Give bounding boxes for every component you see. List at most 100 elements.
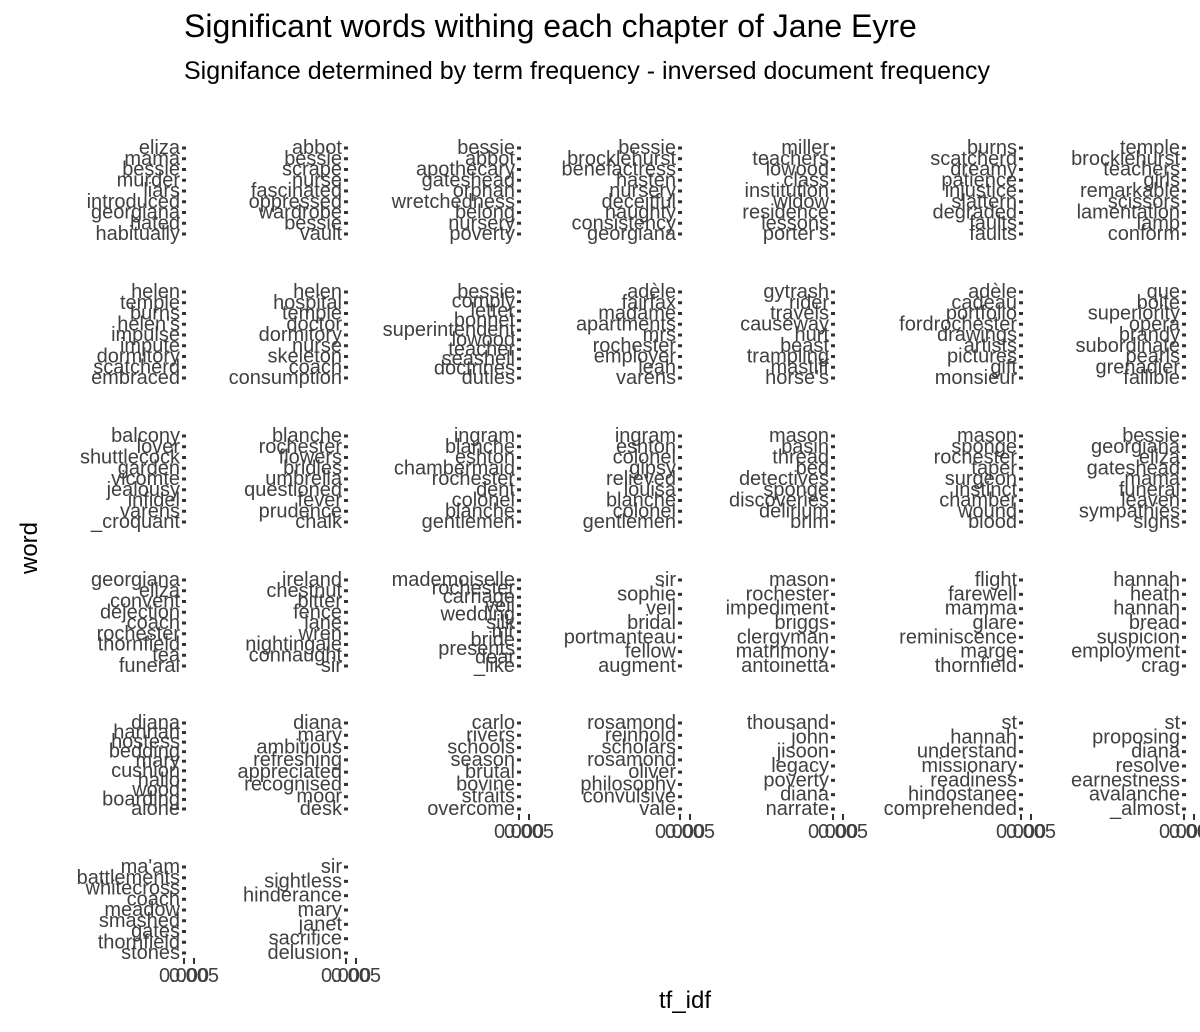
y-tick-label: tea: [152, 644, 181, 666]
y-tick-label: impediment: [726, 598, 830, 620]
y-tick-label: surgeon: [945, 468, 1017, 490]
y-tick-label: _like: [473, 655, 515, 677]
y-tick-label: taper: [971, 457, 1017, 479]
y-tick-label: temple: [120, 292, 180, 314]
y-tick-label: hannah: [1113, 569, 1180, 591]
x-tick-label: 0.005: [169, 965, 219, 987]
y-tick-label: basin: [781, 436, 829, 458]
x-tick-label: 0.005: [331, 965, 381, 987]
y-tick-label: questioned: [244, 479, 342, 501]
y-tick-label: pearls: [1126, 346, 1180, 368]
y-tick-label: carlo: [472, 712, 515, 734]
y-tick-label: hospital: [273, 292, 342, 314]
y-tick-label: hurt: [795, 324, 830, 346]
y-tick-label: silk: [486, 612, 516, 634]
y-tick-label: degraded: [932, 202, 1017, 224]
y-tick-label: blanche: [445, 500, 515, 522]
y-tick-label: rochester: [593, 335, 677, 357]
facet-panel: bessieabbotapothecarygatesheadorphanwret…: [391, 137, 521, 245]
y-tick-label: appreciated: [237, 761, 342, 783]
y-tick-label: varens: [616, 367, 676, 389]
y-tick-label: augment: [598, 655, 676, 677]
y-tick-label: shuttlecock: [80, 447, 181, 469]
y-tick-label: teacher: [448, 338, 515, 360]
y-tick-label: adèle: [627, 281, 676, 303]
y-tick-label: carriage: [443, 586, 515, 608]
y-tick-label: scatcherd: [930, 148, 1017, 170]
y-tick-label: diana: [293, 712, 343, 734]
y-tick-label: remarkable: [1080, 180, 1180, 202]
y-tick-label: dejection: [100, 601, 180, 623]
y-tick-label: bessie: [284, 148, 342, 170]
y-tick-label: proposing: [1092, 726, 1180, 748]
y-tick-label: infidel: [128, 490, 180, 512]
y-tick-label: fellow: [625, 641, 677, 663]
y-tick-label: nursery: [448, 212, 515, 234]
facet-panel: stproposingdianaresolveearnestnessavalan…: [1071, 712, 1186, 820]
x-tick-label: 0.000: [808, 821, 858, 843]
facet-panel: masonspongerochestertapersurgeoninstinct…: [934, 425, 1023, 533]
y-tick-label: delusion: [267, 942, 342, 964]
y-tick-label: teachers: [752, 148, 829, 170]
y-tick-label: _croquant: [90, 511, 180, 533]
y-tick-label: lamentation: [1077, 202, 1180, 224]
y-tick-label: mastiff: [770, 356, 829, 378]
facet-panel: dianahannahhostessbeddingmarycushionhall…: [102, 712, 186, 820]
y-tick-label: orphan: [453, 180, 515, 202]
y-tick-label: faults: [969, 223, 1017, 245]
y-tick-label: eliza: [139, 137, 181, 159]
y-tick-label: clergyman: [737, 626, 829, 648]
chart-subtitle: Signifance determined by term frequency …: [184, 57, 990, 85]
y-tick-label: mason: [769, 569, 829, 591]
y-tick-label: abbot: [292, 137, 342, 159]
facet-panel: balconylovershuttlecockgardenvicomtejeal…: [80, 425, 186, 533]
y-tick-label: helen: [131, 281, 180, 303]
y-tick-label: bessie: [457, 281, 515, 303]
y-tick-label: ingram: [454, 425, 515, 447]
y-tick-label: stones: [121, 942, 180, 964]
y-tick-label: bovine: [456, 773, 515, 795]
y-tick-label: boite: [1137, 292, 1180, 314]
y-tick-label: mary: [298, 899, 342, 921]
y-tick-label: flight: [975, 569, 1018, 591]
y-tick-label: dreamy: [950, 159, 1017, 181]
y-tick-label: comprehended: [884, 798, 1017, 820]
y-tick-label: thousand: [747, 712, 829, 734]
y-tick-label: opera: [1129, 313, 1181, 335]
facet-panel: georgianaelizaconventdejectioncoachroche…: [91, 569, 186, 677]
y-tick-label: skeleton: [268, 346, 343, 368]
y-tick-label: cadeau: [951, 292, 1017, 314]
y-tick-label: diana: [1131, 741, 1181, 763]
y-tick-label: delirium: [759, 500, 829, 522]
y-tick-label: sophie: [617, 583, 676, 605]
y-tick-label: janet: [298, 913, 343, 935]
y-tick-label: residence: [742, 202, 829, 224]
y-tick-label: temple: [282, 303, 342, 325]
y-tick-label: crag: [1141, 655, 1180, 677]
y-tick-label: resolve: [1116, 755, 1180, 777]
y-tick-label: diana: [131, 712, 181, 734]
y-tick-label: dent: [476, 479, 515, 501]
y-tick-label: brandy: [1119, 324, 1180, 346]
facet-panel: ingrameshtoncolonelgipsyrelievedlouisabl…: [583, 425, 682, 533]
y-tick-label: reinhold: [605, 724, 676, 746]
facet-panel: rosamondreinholdscholarsrosamondoliverph…: [580, 712, 682, 820]
y-tick-label: fever: [298, 490, 343, 512]
y-tick-label: jisoon: [776, 741, 829, 763]
y-tick-label: sympathies: [1079, 500, 1180, 522]
y-tick-label: alone: [131, 798, 180, 820]
y-tick-label: bed: [796, 457, 829, 479]
y-tick-label: vale: [639, 798, 676, 820]
facet-panel: ma'ambattlementswhitecrosscoachmeadowsma…: [77, 856, 186, 964]
x-tick-label: 0.005: [504, 821, 554, 843]
y-tick-label: vault: [300, 223, 343, 245]
y-tick-label: smashed: [99, 910, 180, 932]
y-tick-label: leah: [638, 356, 676, 378]
facet-panel: ingramblancheeshtonchambermaidrochesterd…: [394, 425, 521, 533]
y-tick-label: fairfax: [622, 292, 676, 314]
y-tick-label: colonel: [613, 447, 676, 469]
y-tick-label: habitually: [95, 223, 180, 245]
y-tick-label: prudence: [259, 500, 342, 522]
y-tick-label: mamma: [945, 598, 1018, 620]
y-tick-label: bessie: [457, 137, 515, 159]
